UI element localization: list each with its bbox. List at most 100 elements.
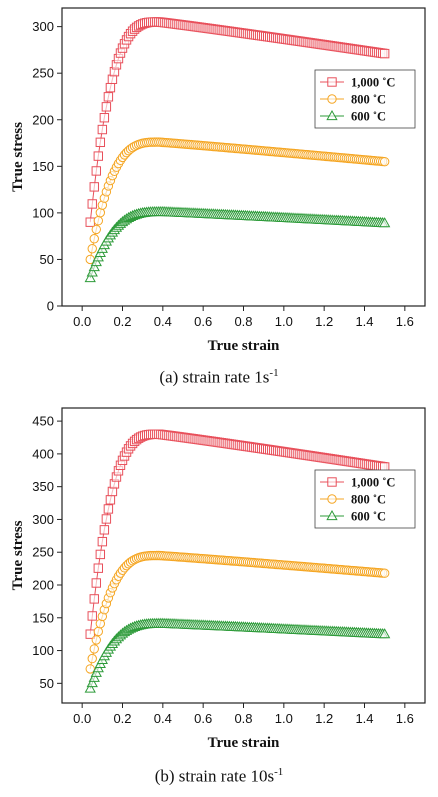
data-point [105, 82, 116, 93]
y-tick-label: 450 [32, 414, 54, 429]
data-point [85, 629, 95, 639]
series-triangle [84, 205, 391, 283]
y-tick-label: 400 [32, 446, 54, 461]
x-tick-label: 0.8 [234, 711, 252, 726]
chart-panel-a: 0.0 0.2 0.4 0.6 0.8 1.0 1.2 1.4 1.6 0 50 100 150 200 2… [0, 0, 438, 398]
x-tick-label: 0.0 [73, 711, 91, 726]
y-tick-label: 300 [32, 512, 54, 527]
chart-b: 0.0 0.2 0.4 0.6 0.8 1.0 1.2 1.4 1.6 50 100 150 200 25… [10, 407, 426, 751]
legend-marker [327, 77, 337, 87]
data-point [379, 217, 391, 228]
x-tick-label: 0.4 [154, 711, 172, 726]
y-axis-label: True stress [10, 122, 26, 192]
data-point [91, 578, 101, 588]
x-tick-label: 1.6 [396, 711, 414, 726]
y-tick-label: 350 [32, 479, 54, 494]
data-point [89, 644, 99, 654]
data-point [85, 217, 95, 227]
x-tick-label: 1.0 [275, 314, 293, 329]
data-point [379, 568, 390, 578]
x-tick-label: 0.6 [194, 314, 212, 329]
chart-a: 0.0 0.2 0.4 0.6 0.8 1.0 1.2 1.4 1.6 0 50 100 150 200 2… [10, 7, 426, 354]
y-tick-label: 0 [47, 299, 54, 314]
data-point [84, 682, 96, 693]
series-square [85, 429, 390, 639]
series-circle [85, 137, 390, 265]
data-point [91, 635, 101, 645]
data-point [85, 664, 95, 674]
x-tick-label: 0.2 [113, 711, 131, 726]
legend-label: 800 ˚C [351, 93, 386, 107]
data-point [89, 234, 99, 244]
legend-marker [327, 94, 337, 104]
data-point [86, 266, 98, 277]
y-tick-label: 300 [32, 19, 54, 34]
data-point [97, 536, 108, 547]
caption-a: (a) strain rate 1s-1 [159, 367, 279, 387]
y-tick-label: 100 [32, 643, 54, 658]
y-tick-label: 50 [40, 252, 54, 267]
y-tick-label: 150 [32, 159, 54, 174]
caption-b: (b) strain rate 10s-1 [154, 766, 284, 786]
y-axis-label: True stress [10, 520, 26, 590]
data-point [86, 676, 98, 688]
x-tick-label: 1.2 [315, 314, 333, 329]
x-tick-label: 0.0 [73, 314, 91, 329]
data-point [105, 495, 116, 505]
x-tick-label: 1.4 [355, 314, 373, 329]
series-circle [85, 550, 390, 674]
series-triangle [84, 617, 391, 693]
y-tick-label: 50 [40, 676, 54, 691]
data-point [87, 244, 97, 254]
data-point [93, 626, 104, 637]
data-point [87, 653, 97, 664]
legend-label: 800 ˚C [351, 493, 386, 507]
legend-label: 1,000 ˚C [351, 76, 395, 90]
data-point [88, 260, 100, 272]
y-tick-label: 200 [32, 112, 54, 127]
data-point [91, 224, 101, 235]
legend-marker [326, 109, 338, 121]
data-point [97, 124, 108, 135]
legend-marker [326, 509, 338, 521]
legend-marker [327, 477, 337, 487]
data-point [93, 216, 104, 226]
data-point [88, 671, 100, 682]
y-tick-label: 100 [32, 205, 54, 220]
data-point [101, 102, 112, 112]
y-tick-label: 250 [32, 545, 54, 560]
data-point [93, 563, 103, 573]
data-point [95, 549, 106, 560]
data-point [379, 156, 390, 167]
data-point [103, 92, 114, 102]
data-point [99, 113, 110, 123]
x-tick-label: 1.2 [315, 711, 333, 726]
x-axis-label: True strain [208, 338, 280, 354]
x-axis-label: True strain [208, 735, 280, 751]
x-tick-label: 1.6 [396, 314, 414, 329]
plot-frame [61, 407, 426, 704]
data-point [95, 137, 106, 148]
data-point [379, 628, 391, 639]
data-point [379, 48, 390, 59]
legend-label: 600 ˚C [351, 510, 386, 524]
data-point [101, 514, 112, 524]
series-square [85, 17, 390, 227]
data-point [91, 166, 101, 176]
data-point [87, 611, 97, 621]
data-point [99, 525, 110, 535]
data-point [87, 199, 97, 209]
data-point [103, 504, 114, 514]
x-tick-label: 1.0 [275, 711, 293, 726]
data-point [93, 151, 103, 161]
y-tick-label: 200 [32, 578, 54, 593]
data-point [89, 594, 99, 604]
legend-label: 600 ˚C [351, 110, 386, 124]
x-tick-label: 0.2 [113, 314, 131, 329]
chart-panel-b: 0.0 0.2 0.4 0.6 0.8 1.0 1.2 1.4 1.6 50 100 150 200 25… [0, 398, 438, 797]
legend-label: 1,000 ˚C [351, 476, 395, 490]
x-tick-label: 1.4 [355, 711, 373, 726]
data-point [84, 272, 96, 283]
data-point [89, 182, 99, 192]
x-tick-label: 0.4 [154, 314, 172, 329]
